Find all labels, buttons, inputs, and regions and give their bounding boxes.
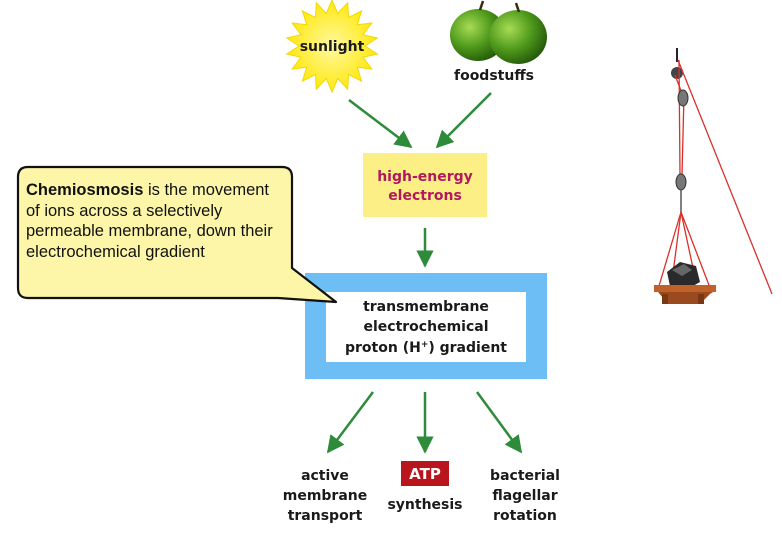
transport-label-line1: active — [301, 468, 349, 484]
flagellar-label-line1: bacterial — [490, 468, 560, 484]
gradient-label-line1: transmembrane — [363, 299, 489, 315]
sun-icon — [285, 0, 379, 94]
gradient-label-line3: proton (H+) gradient — [345, 340, 507, 356]
flagellar-label-line3: rotation — [493, 508, 557, 524]
arrow-to-flagellar — [475, 391, 523, 454]
callout-term: Chemiosmosis — [26, 181, 144, 199]
atp-badge-text: ATP — [409, 465, 441, 483]
arrow-foodstuffs-to-electrons — [435, 92, 492, 149]
pulley-hoist-icon — [654, 48, 773, 304]
callout-bubble — [16, 165, 338, 304]
atp-badge — [401, 461, 449, 486]
gradient-box — [326, 292, 526, 362]
transport-label-line2: membrane — [283, 488, 368, 504]
callout-text: Chemiosmosis is the movement of ions acr… — [26, 180, 276, 262]
electrons-box — [363, 153, 487, 217]
flagellar-label-line2: flagellar — [492, 488, 557, 504]
gradient-label-line2: electrochemical — [364, 319, 489, 335]
transport-label-line3: transport — [288, 508, 363, 524]
sunlight-label: sunlight — [300, 39, 365, 55]
atp-synthesis-label: synthesis — [387, 497, 462, 513]
electrons-label-line1: high-energy — [377, 169, 473, 185]
arrow-to-transport — [326, 391, 374, 454]
arrow-sunlight-to-electrons — [348, 99, 413, 149]
apples-icon — [450, 0, 547, 64]
electrons-label-line2: electrons — [388, 188, 462, 204]
callout-definition: is the movement of ions across a selecti… — [26, 181, 273, 261]
foodstuffs-label: foodstuffs — [454, 68, 534, 84]
